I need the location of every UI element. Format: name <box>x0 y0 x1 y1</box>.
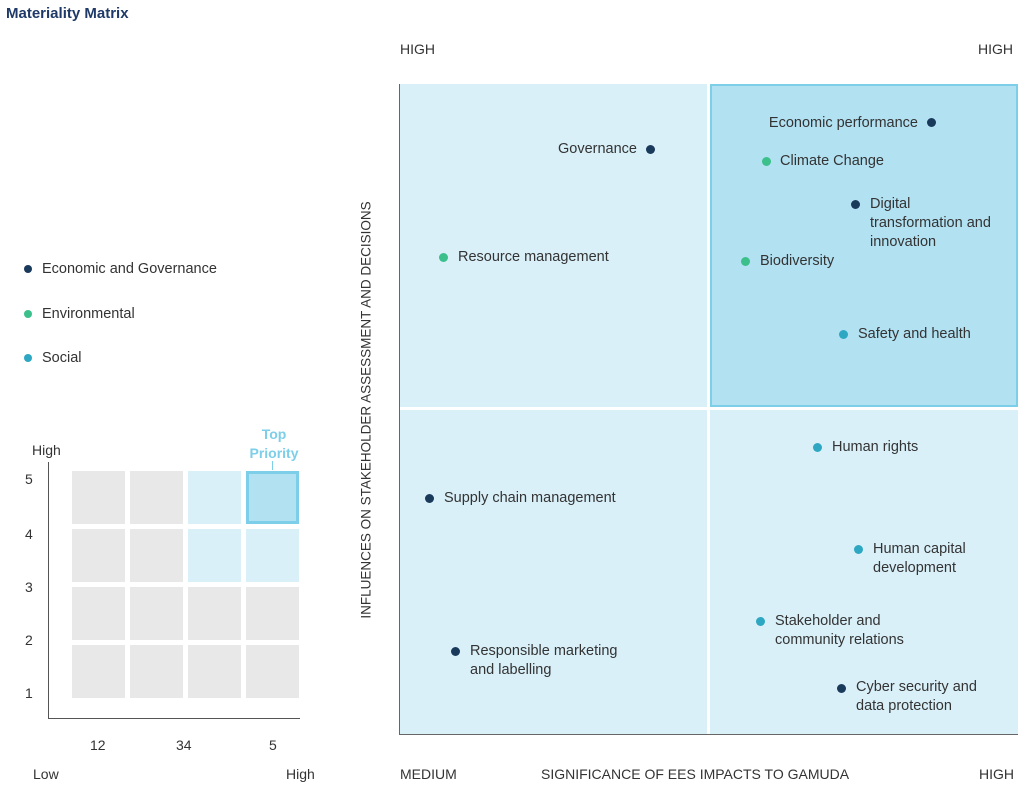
point-label-safety-and-health: Safety and health <box>858 326 971 342</box>
legend-item-environmental: Environmental <box>24 306 135 322</box>
point-label-economic-performance: Economic performance <box>768 115 918 131</box>
top-right-high-label: HIGH <box>978 41 1013 57</box>
mini-y-tick-2: 2 <box>25 632 33 648</box>
point-label-governance: Governance <box>558 141 637 157</box>
mini-y-tick-4: 4 <box>25 526 33 542</box>
mini-cell <box>246 529 299 582</box>
mini-cell <box>72 645 125 698</box>
point-label-human-capital-development: Human capital development <box>873 541 966 576</box>
mini-cell-top-priority <box>246 471 299 524</box>
point-dot-responsible-marketing <box>451 647 460 656</box>
quadrant-bottom-left <box>400 410 707 734</box>
quadrant-top-left <box>400 84 707 407</box>
point-label-responsible-marketing: Responsible marketing and labelling <box>470 643 618 678</box>
legend-dot-social <box>24 354 32 362</box>
mini-cell <box>130 529 183 582</box>
point-dot-biodiversity <box>741 257 750 266</box>
mini-x-high-label: High <box>286 766 315 782</box>
point-label-supply-chain-management: Supply chain management <box>444 490 616 506</box>
point-label-resource-management: Resource management <box>458 249 609 265</box>
point-dot-human-rights <box>813 443 822 452</box>
legend-dot-economic <box>24 265 32 273</box>
mini-x-low-label: Low <box>33 766 59 782</box>
mini-cell <box>130 645 183 698</box>
point-dot-supply-chain-management <box>425 494 434 503</box>
legend-item-economic: Economic and Governance <box>24 261 217 277</box>
x-axis-high-label: HIGH <box>979 766 1014 782</box>
mini-y-high-label: High <box>32 442 61 458</box>
point-dot-safety-and-health <box>839 330 848 339</box>
x-axis-title: SIGNIFICANCE OF EES IMPACTS TO GAMUDA <box>541 766 850 782</box>
mini-cell <box>188 645 241 698</box>
mini-x-tick-12: 12 <box>90 737 106 753</box>
top-priority-line-2: Priority <box>249 445 299 461</box>
y-axis-high-label: HIGH <box>400 41 435 57</box>
legend-item-social: Social <box>24 350 82 366</box>
mini-cell <box>188 471 241 524</box>
point-label-digital-transformation: Digital transformation and innovation <box>870 196 991 250</box>
point-dot-climate-change <box>762 157 771 166</box>
mini-cell <box>72 529 125 582</box>
mini-cell <box>72 587 125 640</box>
point-dot-cyber-security <box>837 684 846 693</box>
mini-cell <box>246 587 299 640</box>
mini-cell <box>246 645 299 698</box>
mini-y-axis <box>48 462 49 719</box>
top-priority-label: Top Priority <box>244 425 304 463</box>
mini-cell <box>188 587 241 640</box>
point-label-cyber-security: Cyber security and data protection <box>856 679 977 714</box>
top-priority-pointer <box>272 461 273 470</box>
mini-x-axis <box>48 718 300 719</box>
point-dot-digital-transformation <box>851 200 860 209</box>
quadrant-bottom-right <box>710 410 1018 734</box>
mini-x-tick-34: 34 <box>176 737 192 753</box>
mini-cell <box>188 529 241 582</box>
legend-label-economic: Economic and Governance <box>42 261 217 277</box>
mini-x-tick-5: 5 <box>269 737 277 753</box>
page-title: Materiality Matrix <box>6 5 129 22</box>
mini-y-tick-5: 5 <box>25 471 33 487</box>
mini-cell <box>72 471 125 524</box>
quadrant-top-priority <box>710 84 1018 407</box>
main-y-axis <box>399 84 400 735</box>
legend-label-environmental: Environmental <box>42 306 135 322</box>
mini-y-tick-3: 3 <box>25 579 33 595</box>
point-dot-economic-performance <box>927 118 936 127</box>
mini-y-tick-1: 1 <box>25 685 33 701</box>
point-dot-stakeholder-community-relations <box>756 617 765 626</box>
point-label-climate-change: Climate Change <box>780 153 884 169</box>
x-axis-medium-label: MEDIUM <box>400 766 457 782</box>
point-dot-human-capital-development <box>854 545 863 554</box>
point-label-biodiversity: Biodiversity <box>760 253 835 269</box>
point-label-human-rights: Human rights <box>832 439 919 455</box>
top-priority-line-1: Top <box>261 426 287 442</box>
mini-cell <box>130 471 183 524</box>
main-x-axis <box>399 734 1018 735</box>
point-dot-resource-management <box>439 253 448 262</box>
point-dot-governance <box>646 145 655 154</box>
legend-label-social: Social <box>42 350 82 366</box>
legend-dot-environmental <box>24 310 32 318</box>
point-label-stakeholder-community-relations: Stakeholder and community relations <box>775 613 904 648</box>
y-axis-title: INFLUENCES ON STAKEHOLDER ASSESSMENT AND… <box>358 201 374 619</box>
mini-cell <box>130 587 183 640</box>
